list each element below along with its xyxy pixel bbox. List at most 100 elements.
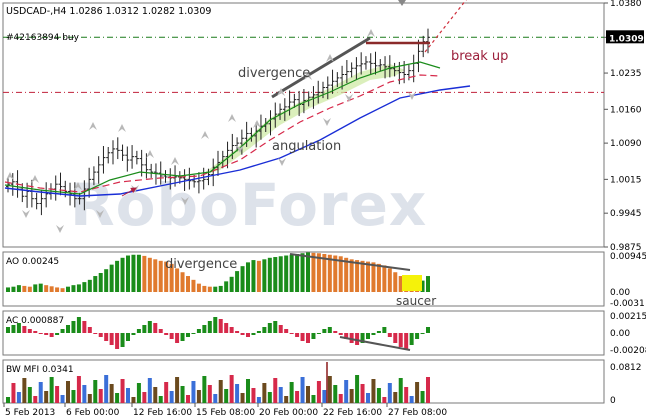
ac-bar (295, 333, 300, 337)
ao-bar (366, 261, 370, 292)
ac-bar (246, 333, 250, 337)
ao-bar (256, 260, 261, 292)
mfi-bar (295, 391, 300, 403)
x-axis: 5 Feb 2013 6 Feb 00:00 12 Feb 16:00 15 Feb … (3, 403, 447, 418)
divergence-annotation: divergence (238, 66, 310, 81)
ao-bar (306, 252, 310, 292)
ac-bar (371, 333, 376, 335)
ac-bar (420, 333, 425, 334)
ao-bar (371, 262, 376, 292)
fractal-down-arrow (181, 197, 189, 205)
mfi-bar (300, 377, 305, 403)
symbol-header: USDCAD-,H4 1.0286 1.0312 1.0282 1.0309 (6, 6, 211, 17)
fractal-down-arrow (96, 210, 104, 218)
y-tick-label: 1.0235 (610, 69, 642, 79)
angulation-annotation: angulation (272, 139, 341, 154)
ac-bar (360, 333, 365, 343)
ac-bar (104, 333, 109, 341)
ac-bar (284, 329, 289, 333)
mfi-bar (306, 386, 310, 403)
ao-bar (355, 260, 360, 292)
ao-panel[interactable]: AO 0.00245 divergence saucer 0.00945 0.00-0.… (2, 251, 646, 309)
mfi-bar (104, 375, 109, 403)
fractal-top-marker (398, 0, 406, 6)
ao-bar (218, 285, 223, 292)
fractal-down-arrow (345, 94, 353, 102)
mfi-bar (49, 377, 54, 403)
ao-bar (147, 257, 152, 292)
ao-bar (104, 269, 109, 292)
mfi-bar (60, 395, 65, 403)
mfi-panel[interactable]: BW MFI 0.0341 0.0812 0 (2, 359, 642, 406)
fractal-up-arrow (74, 182, 82, 190)
ac-bar (338, 333, 343, 335)
mfi-bar (16, 392, 21, 403)
mfi-bar (93, 380, 98, 403)
x-tick-label: 12 Feb 16:00 (133, 408, 192, 418)
divergence-price-line (271, 36, 371, 99)
ao-bar (191, 279, 196, 292)
ao-bar (246, 262, 250, 292)
mfi-bar (349, 389, 354, 403)
mfi-bar (126, 388, 130, 403)
mfi-bar (109, 384, 114, 403)
mfi-bar (164, 382, 169, 403)
ac-bar (22, 326, 27, 333)
ac-bar (376, 331, 381, 333)
mfi-bar (142, 392, 147, 403)
ao-bar (169, 263, 174, 292)
y-tick-label: 0.9945 (610, 209, 642, 219)
ac-bar (136, 329, 141, 333)
ao-bar (196, 283, 201, 292)
ao-bar (136, 254, 141, 292)
ac-bar (180, 333, 185, 341)
ac-bar (382, 327, 387, 333)
ac-bar (267, 323, 272, 333)
ao-y-tick: 0.00 (610, 288, 630, 298)
x-tick-label: 22 Feb 16:00 (323, 408, 382, 418)
ac-y-tick: 0.00 (610, 329, 630, 339)
ac-bar (6, 327, 10, 333)
mfi-bar (196, 390, 201, 403)
ac-bar (98, 333, 103, 337)
ao-bar (22, 285, 27, 292)
ao-bar (426, 276, 430, 292)
mfi-bar (256, 397, 261, 403)
fractal-up-arrow (253, 120, 261, 128)
mfi-bar (355, 375, 360, 403)
mfi-bar (22, 378, 27, 403)
fractal-up-arrow (89, 122, 97, 130)
ao-bar (164, 261, 169, 292)
ac-bar (126, 333, 130, 341)
ac-bar (387, 333, 392, 337)
ao-bar (382, 265, 387, 292)
ao-y-tick: 0.00945 (610, 252, 646, 262)
fractal-up-arrow (171, 157, 179, 165)
ao-bar (33, 284, 38, 292)
ac-bar (27, 329, 32, 333)
ac-bar (33, 331, 38, 333)
trade-arrow (121, 187, 137, 197)
mfi-bar (180, 386, 185, 403)
ao-bar (213, 286, 218, 292)
mfi-bar (147, 378, 152, 403)
ao-bar (16, 285, 21, 292)
ac-bar (76, 317, 81, 333)
ao-bar (186, 276, 190, 292)
mfi-bar (251, 388, 256, 403)
ao-bar (235, 271, 240, 292)
ao-bar (175, 268, 180, 292)
main-price-panel[interactable]: RoboForex USDCAD-,H4 1.0286 1.0312 1.0282… (2, 0, 644, 253)
ac-panel[interactable]: AC 0.000887 0.00215 0.00 -0.00208 (2, 310, 646, 356)
ao-bar (278, 256, 283, 292)
mfi-bar (229, 375, 234, 403)
ac-bar (66, 325, 70, 333)
ao-bar (393, 272, 398, 292)
mfi-bar (333, 385, 338, 403)
ac-bar (71, 321, 76, 333)
fractal-down-arrow (22, 210, 30, 218)
mfi-bar (360, 384, 365, 403)
ao-bar (289, 254, 294, 292)
